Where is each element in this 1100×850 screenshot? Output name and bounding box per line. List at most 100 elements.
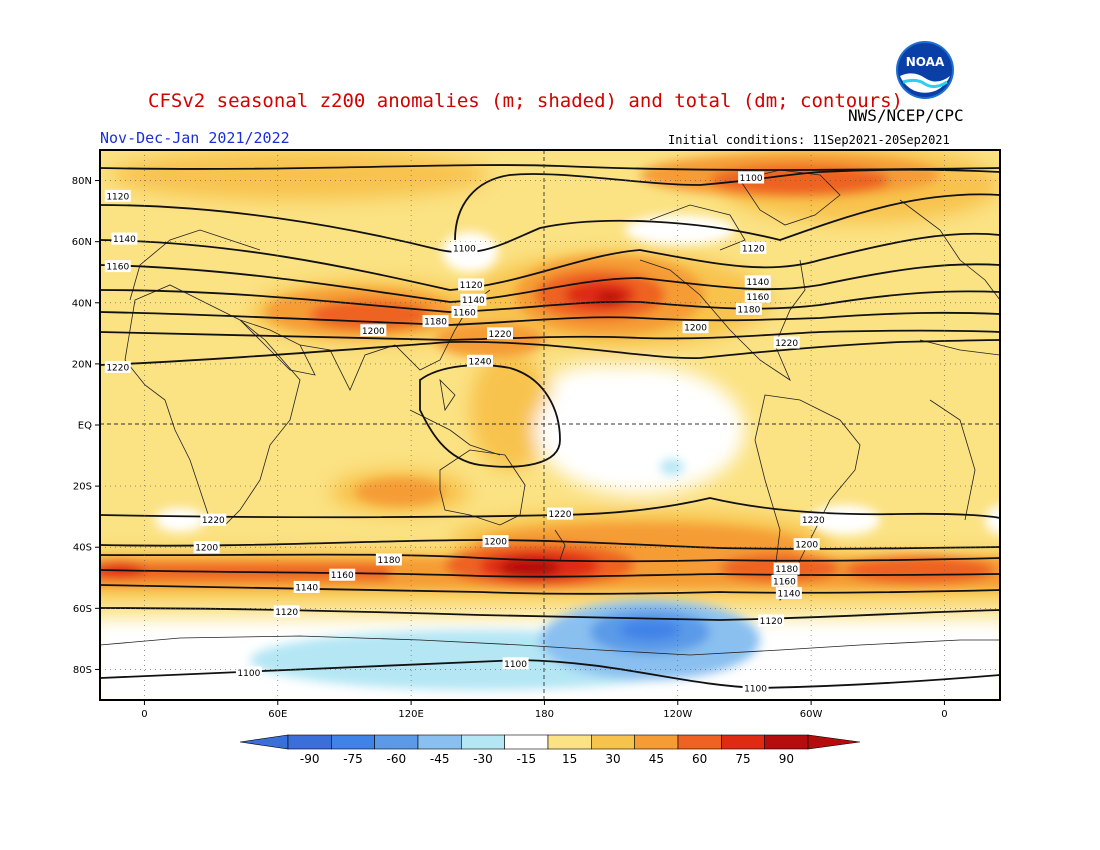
contour-label-text: 1200 xyxy=(362,327,385,337)
lat-tick-label: EQ xyxy=(78,421,92,432)
contour-label: 1220 xyxy=(104,360,131,373)
contour-label-text: 1140 xyxy=(462,296,485,306)
anomaly-shading xyxy=(100,150,1000,700)
colorbar-tick-label: 15 xyxy=(562,752,577,766)
contour-label: 1140 xyxy=(775,587,802,600)
contour-label-text: 1160 xyxy=(453,308,476,318)
contour-label-box xyxy=(793,538,820,551)
contour-label-text: 1140 xyxy=(113,235,136,245)
contour-label-text: 1180 xyxy=(377,556,400,566)
colorbar-tick-label: -90 xyxy=(300,752,320,766)
contour-label: 1160 xyxy=(329,568,356,581)
contour-label-text: 1220 xyxy=(106,363,129,373)
lon-tick-label: 120W xyxy=(663,709,692,720)
contour-label-text: 1140 xyxy=(295,583,318,593)
contour-label-box xyxy=(800,513,827,526)
contour-label-box xyxy=(460,293,487,306)
lon-tick-label: 0 xyxy=(141,709,147,720)
contour-label-box xyxy=(467,354,493,367)
colorbar-swatch xyxy=(504,734,549,750)
contour-label-text: 1200 xyxy=(484,538,507,548)
contour-label: 1100 xyxy=(738,171,765,184)
contour-label-box xyxy=(738,171,765,184)
initial-conditions-label: Initial conditions: 11Sep2021-20Sep2021 xyxy=(668,133,950,147)
contour-label: 1120 xyxy=(740,241,767,254)
grid-lines xyxy=(100,150,1000,700)
colorbar-tick-label: -30 xyxy=(473,752,493,766)
contour-label-text: 1160 xyxy=(331,571,354,581)
colorbar-swatch xyxy=(417,734,462,750)
contour-label-box xyxy=(451,305,478,318)
lat-tick-label: 20S xyxy=(73,482,92,493)
contour-label-box xyxy=(771,574,798,587)
contour-label-text: 1160 xyxy=(746,293,769,303)
contour-label-box xyxy=(487,327,513,340)
contour-label: 1160 xyxy=(451,305,478,318)
colorbar-swatch xyxy=(547,734,592,750)
contour-label-text: 1120 xyxy=(106,192,129,202)
contour-label: 1120 xyxy=(273,605,300,618)
contour-label-text: 1140 xyxy=(746,278,769,288)
lat-tick-label: 40N xyxy=(72,298,92,309)
contour-label-box xyxy=(193,541,220,554)
lon-tick-label: 60W xyxy=(800,709,823,720)
lat-tick-label: 80S xyxy=(73,665,92,676)
contour-label-text: 1120 xyxy=(275,608,298,618)
contour-label-text: 1220 xyxy=(775,339,798,349)
colorbar-tick-label: 45 xyxy=(649,752,664,766)
colorbar-tick-label: -15 xyxy=(517,752,537,766)
colorbar-swatch xyxy=(331,734,375,750)
contour-label-box xyxy=(111,232,138,245)
contour-label-box xyxy=(273,605,300,618)
contour-label-text: 1180 xyxy=(737,305,760,315)
contour-label-text: 1120 xyxy=(742,244,765,254)
colorbar-tick-label: -75 xyxy=(343,752,363,766)
contour-label: 1140 xyxy=(460,293,487,306)
contour-label: 1100 xyxy=(502,657,529,670)
lon-tick-label: 60E xyxy=(268,709,287,720)
contour-label-box xyxy=(104,360,131,373)
contour-label-text: 1100 xyxy=(453,244,476,254)
colorbar-tick-label: 90 xyxy=(779,752,794,766)
contour-label-text: 1140 xyxy=(777,590,800,600)
contour-label: 1180 xyxy=(735,302,762,315)
contour-label: 1140 xyxy=(293,580,320,593)
contour-label-text: 1100 xyxy=(237,669,260,679)
contour-label-text: 1220 xyxy=(202,516,225,526)
contour-label-text: 1200 xyxy=(795,541,818,551)
contour-label: 1160 xyxy=(104,260,131,273)
contour-label-text: 1200 xyxy=(195,544,218,554)
colorbar-tick-label: 75 xyxy=(735,752,750,766)
contour-label-text: 1200 xyxy=(684,324,707,334)
latitude-axis: 80N 60N 40N 20N EQ 20S 40S 60S 80S xyxy=(72,176,100,676)
lat-tick-label: 60S xyxy=(73,604,92,615)
contour-label: 1100 xyxy=(742,681,769,694)
colorbar-swatch xyxy=(721,734,765,750)
longitude-axis: 0 60E 120E 180 120W 60W 0 xyxy=(141,700,948,720)
colorbar-tick-label: -60 xyxy=(387,752,407,766)
contour-label-text: 1180 xyxy=(424,318,447,328)
contour-label-box xyxy=(773,562,800,575)
coastlines xyxy=(100,169,1000,656)
contour-label: 1200 xyxy=(482,535,509,548)
contour-label-box xyxy=(200,513,227,526)
contour-label-box xyxy=(502,657,529,670)
colorbar-tick-label: 60 xyxy=(692,752,707,766)
agency-label: NWS/NCEP/CPC xyxy=(848,106,964,125)
contour-label-text: 1220 xyxy=(802,516,825,526)
contour-labels: 1120 1140 1160 1220 1100 1120 1140 1160 1180 1200… xyxy=(104,171,827,694)
contour-label-box xyxy=(293,580,320,593)
colorbar-swatch xyxy=(591,734,635,750)
contour-label-text: 1100 xyxy=(504,660,527,670)
contour-label-text: 1160 xyxy=(773,577,796,587)
contour-label-box xyxy=(422,315,449,328)
colorbar-swatch xyxy=(634,734,679,750)
contour-label: 1220 xyxy=(200,513,227,526)
contour-label: 1140 xyxy=(744,275,771,288)
contour-label-box xyxy=(740,241,767,254)
noaa-logo: NOAA xyxy=(896,41,954,99)
colorbar-arrow-low xyxy=(239,734,289,750)
minor-grid xyxy=(100,150,1000,700)
contour-label-box xyxy=(744,275,771,288)
